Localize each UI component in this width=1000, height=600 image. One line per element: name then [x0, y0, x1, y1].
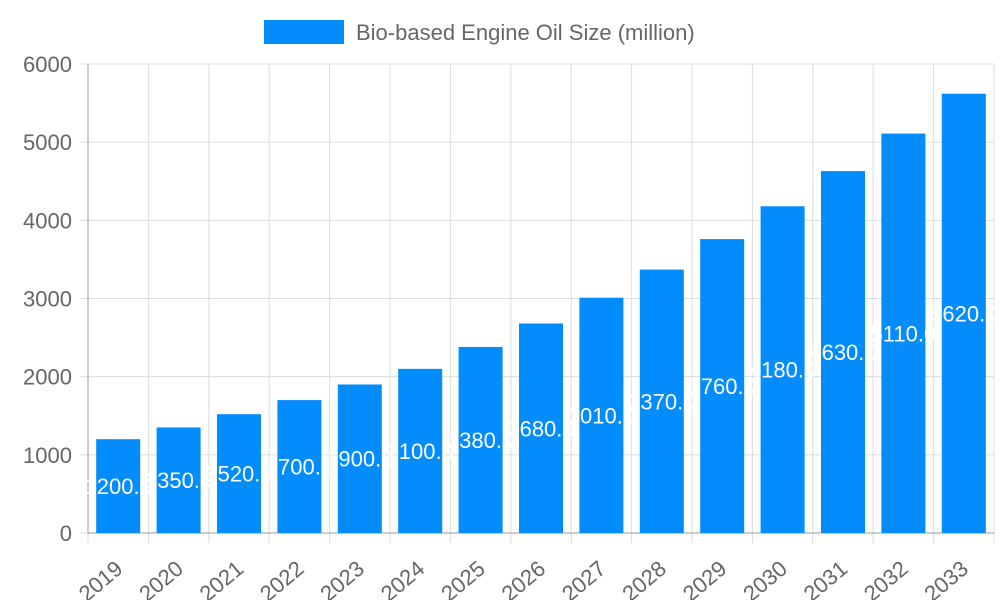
- data-label: 2100.0: [387, 439, 454, 464]
- y-tick-label: 0: [60, 521, 72, 546]
- bar: [277, 400, 322, 533]
- x-tick-label: 2022: [255, 556, 309, 600]
- bar: [941, 93, 986, 533]
- y-tick-label: 2000: [23, 365, 72, 390]
- bar: [881, 133, 926, 533]
- y-tick-label: 6000: [23, 52, 72, 77]
- data-label: 1350.0: [145, 468, 212, 493]
- data-label: 1520.0: [205, 462, 272, 487]
- x-tick-label: 2025: [436, 556, 490, 600]
- bar: [821, 171, 865, 534]
- x-tick-label: 2029: [678, 556, 732, 600]
- bar: [519, 323, 563, 533]
- x-tick-label: 2031: [799, 556, 853, 600]
- data-label: 3370.0: [628, 389, 695, 414]
- x-tick-label: 2027: [557, 556, 611, 600]
- data-label: 5620.0: [930, 301, 997, 326]
- data-label: 1700.0: [266, 455, 333, 480]
- data-label: 1200.0: [85, 474, 152, 499]
- y-tick-label: 1000: [23, 443, 72, 468]
- bar: [337, 384, 382, 533]
- bar: [96, 439, 141, 533]
- data-label: 2680.0: [507, 416, 574, 441]
- legend-label: Bio-based Engine Oil Size (million): [356, 20, 695, 45]
- x-tick-label: 2023: [315, 556, 369, 600]
- bar: [398, 368, 443, 533]
- data-label: 2380.0: [447, 428, 514, 453]
- bar: [579, 297, 624, 533]
- legend-swatch: [264, 20, 344, 44]
- bar: [156, 427, 201, 533]
- bar: [458, 346, 503, 533]
- bar: [700, 239, 745, 534]
- x-tick-label: 2032: [859, 556, 913, 600]
- bar: [217, 414, 261, 533]
- data-label: 3760.0: [689, 374, 756, 399]
- x-tick-label: 2020: [134, 556, 188, 600]
- data-label: 4180.0: [749, 358, 816, 383]
- x-tick-label: 2026: [497, 556, 551, 600]
- x-tick-label: 2019: [74, 556, 128, 600]
- y-tick-label: 5000: [23, 130, 72, 155]
- bar: [639, 269, 684, 533]
- data-label: 5110.0: [871, 321, 937, 346]
- data-label: 3010.0: [568, 403, 635, 428]
- data-label: 1900.0: [326, 447, 393, 472]
- x-tick-label: 2030: [738, 556, 792, 600]
- y-tick-label: 4000: [23, 208, 72, 233]
- bar: [760, 206, 805, 533]
- y-tick-label: 3000: [23, 287, 72, 312]
- x-tick-label: 2028: [617, 556, 671, 600]
- x-tick-label: 2033: [919, 556, 973, 600]
- x-tick-label: 2021: [195, 556, 249, 600]
- x-tick-label: 2024: [376, 556, 430, 600]
- data-label: 4630.0: [809, 340, 876, 365]
